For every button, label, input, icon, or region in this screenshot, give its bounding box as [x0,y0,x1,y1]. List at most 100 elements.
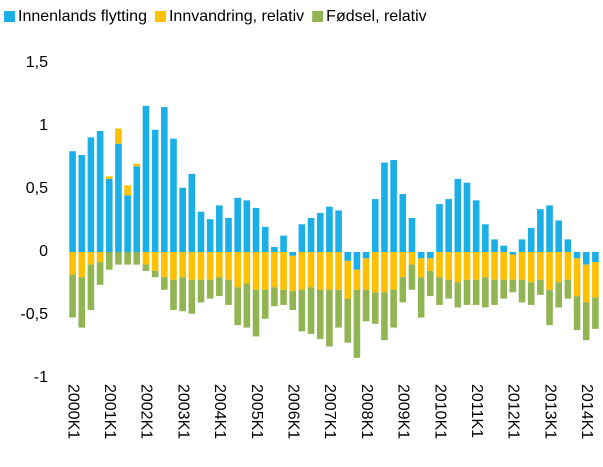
bar-segment [527,252,535,283]
bar-segment [105,178,113,252]
bar-segment [381,292,388,341]
bar-segment [427,252,434,259]
bar-segment [454,282,462,308]
bar-segment [427,270,434,297]
bar-segment [78,154,86,252]
bar-segment [436,277,443,305]
bar-segment [353,289,361,358]
bar-segment [206,279,214,299]
bar-segment [463,252,471,280]
bar-segment [142,252,150,265]
bar-segment [280,252,287,290]
x-tick-label: 2014K1 [578,384,595,439]
bar-segment [491,279,498,305]
bar-segment [151,252,159,271]
bar-segment [170,279,177,310]
bar-segment [326,206,333,252]
bar-segment [491,252,498,280]
bar-segment [206,252,214,280]
bar-segment [564,252,572,280]
bar-segment [399,277,407,303]
bar-segment [243,200,251,252]
x-tick-label: 2008K1 [358,384,375,439]
bar-segment [592,297,599,329]
bar-segment [537,252,544,280]
bar-segment [390,289,397,328]
bar-segment [582,302,590,341]
bar-segment [482,277,489,308]
bar-segment [362,252,370,259]
bar-segment [592,262,599,298]
bar-segment [197,279,205,303]
bar-segment [445,279,452,299]
bar-segment [371,199,379,252]
bar-segment [115,128,122,144]
bar-segment [142,105,150,252]
bar-segment [445,199,452,252]
bar-segment [289,252,297,256]
bar-segment [234,287,241,326]
bar-segment [417,277,425,318]
x-tick-label: 2007K1 [321,384,338,439]
bar-segment [216,205,223,252]
bar-segment [161,277,168,290]
bar-segment [225,279,232,305]
bar-segment [353,269,361,290]
bar-segment [115,252,122,265]
bar-segment [573,258,581,297]
x-tick-label: 2005K1 [248,384,265,439]
x-tick-label: 2001K1 [101,384,118,439]
bar-segment [573,252,581,259]
bar-segment [454,178,462,252]
bar-segment [537,209,544,252]
bar-segment [252,252,260,290]
bar-segment [289,291,297,310]
bar-segment [133,166,141,252]
bar-segment [527,228,535,252]
x-tick-label: 2003K1 [174,384,191,439]
bar-segment [261,226,269,252]
legend-label: Fødsel, relativ [326,8,426,25]
x-tick-label: 2011K1 [468,384,485,438]
bar-segment [316,212,324,252]
bar-segment [316,252,324,290]
x-tick-label: 2009K1 [395,384,412,439]
bar-segment [335,252,342,290]
bar-segment [271,246,278,252]
y-tick-label: 1,5 [26,54,48,71]
bar-segment [454,252,462,283]
bar-segment [69,252,76,275]
bar-segment [78,277,86,328]
bar-segment [362,258,370,290]
bar-segment [298,289,306,332]
x-tick-label: 2010K1 [431,384,448,439]
bar-segment [105,252,113,270]
bar-segment [564,239,572,252]
bar-segment [436,252,443,278]
bar-segment [390,160,397,252]
bar-segment [546,289,553,326]
bar-segment [252,207,260,252]
bar-segment [307,252,315,288]
bar-segment [509,252,517,255]
bar-segment [170,138,177,252]
bar-segment [96,252,104,263]
x-tick-label: 2000K1 [64,384,81,439]
bar-segment [179,277,186,312]
legend-swatch [312,11,324,22]
bar-segment [463,182,471,252]
bar-segment [271,287,278,307]
bar-segment [527,282,535,305]
bar-segment [307,287,315,334]
bar-segment [509,279,517,293]
bar-segment [289,255,297,292]
bar-segment [500,279,507,299]
bar-segment [179,252,186,278]
bar-segment [69,151,76,252]
bar-segment [408,217,416,252]
bar-segment [326,252,333,290]
bar-segment [371,252,379,293]
bar-segment [472,200,480,252]
bar-segment [87,264,95,310]
